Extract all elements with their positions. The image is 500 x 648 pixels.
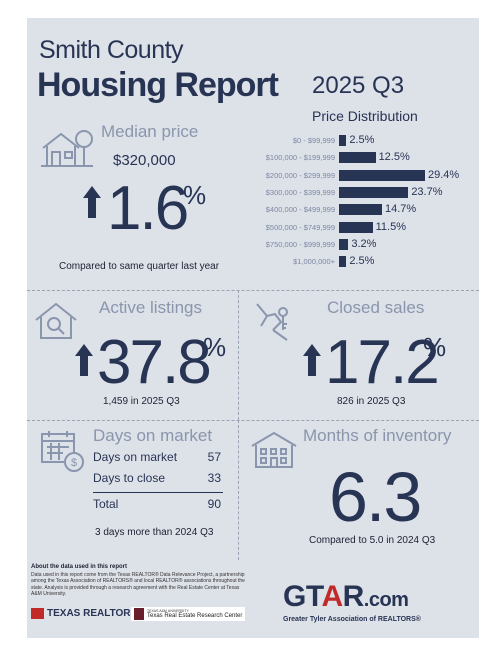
svg-text:$: $ xyxy=(71,457,77,469)
days-on-market-title: Days on market xyxy=(93,426,213,445)
closed-change-number: 17.2 xyxy=(325,328,440,397)
price-bar xyxy=(339,169,425,181)
price-bar-value: 11.5% xyxy=(375,220,406,233)
median-change-number: 1.6 xyxy=(107,174,189,243)
gtar-a: A xyxy=(321,580,343,613)
median-up-arrow-icon xyxy=(83,186,101,218)
gtar-com: .com xyxy=(363,589,409,611)
active-listings-title: Active listings xyxy=(99,298,202,317)
divider-horizontal-2 xyxy=(27,420,479,421)
price-bar-value: 2.5% xyxy=(349,134,375,146)
price-bar-value: 14.7% xyxy=(385,203,417,216)
dom-row-value-1: 57 xyxy=(207,450,221,464)
price-bar-value: 2.5% xyxy=(349,255,375,268)
title-county: Smith County xyxy=(39,36,184,64)
texas-realtors-mark-icon xyxy=(31,608,44,619)
report-quarter: 2025 Q3 xyxy=(312,72,405,99)
title-report: Housing Report xyxy=(37,66,279,104)
dom-row-value-2: 33 xyxy=(207,471,221,485)
price-bar xyxy=(339,221,373,233)
price-range-label: $300,000 - $399,999 xyxy=(265,187,335,197)
building-icon xyxy=(251,431,297,468)
price-distribution-title: Price Distribution xyxy=(312,108,418,124)
divider-vertical-1 xyxy=(238,290,239,420)
price-range-label: $0 - $99,999 xyxy=(292,136,335,145)
price-range-label: $1,000,000+ xyxy=(293,257,335,267)
price-range-label: $750,000 - $999,999 xyxy=(265,239,335,249)
closed-sales-title: Closed sales xyxy=(327,298,425,317)
price-bar xyxy=(339,152,376,164)
active-caption: 1,459 in 2025 Q3 xyxy=(103,396,180,407)
median-price-title: Median price xyxy=(101,122,199,141)
report-card: Smith County Housing Report 2025 Q3 Pric… xyxy=(27,18,479,638)
texas-realtors-logo: TEXAS REALTORS xyxy=(31,608,137,619)
house-search-icon xyxy=(35,302,77,339)
dom-row-label-1: Days on market xyxy=(93,450,178,464)
dom-total-rule xyxy=(93,492,223,493)
gtar-r: R xyxy=(342,580,365,613)
median-price-value: $320,000 xyxy=(113,152,176,169)
closed-caption: 826 in 2025 Q3 xyxy=(337,396,406,407)
median-change-unit: % xyxy=(183,180,207,210)
about-text: Data used in this report come from the T… xyxy=(31,572,245,597)
texas-realtors-wordmark: TEXAS REALTORS xyxy=(47,608,138,619)
tamu-logo: TEXAS A&M UNIVERSITY Texas Real Estate R… xyxy=(131,607,246,621)
active-change-unit: % xyxy=(203,332,227,362)
house-tree-icon xyxy=(41,130,93,167)
price-bar xyxy=(339,238,349,250)
price-bar xyxy=(339,256,347,268)
months-inventory-caption: Compared to 5.0 in 2024 Q3 xyxy=(309,535,436,546)
median-caption: Compared to same quarter last year xyxy=(59,261,220,272)
price-bar-value: 29.4% xyxy=(428,168,460,181)
price-range-label: $100,000 - $199,999 xyxy=(265,153,335,163)
price-bar xyxy=(339,186,409,198)
price-bar xyxy=(339,204,382,216)
price-range-label: $500,000 - $749,999 xyxy=(265,222,335,232)
tamu-center: Texas Real Estate Research Center xyxy=(147,613,243,619)
price-bar-value: 12.5% xyxy=(378,151,410,164)
active-change-number: 37.8 xyxy=(97,328,212,397)
dom-caption: 3 days more than 2024 Q3 xyxy=(95,527,214,538)
price-bar-value: 23.7% xyxy=(411,185,443,198)
active-up-arrow-icon xyxy=(75,344,93,376)
about-heading: About the data used in this report xyxy=(31,564,128,570)
tamu-mark-icon xyxy=(134,608,144,620)
price-range-label: $200,000 - $299,999 xyxy=(265,170,335,180)
dom-total-label: Total xyxy=(93,497,119,511)
gtar-subtitle: Greater Tyler Association of REALTORS® xyxy=(283,616,421,623)
price-bar xyxy=(339,135,347,146)
gtar-logo: GTAR.com xyxy=(283,580,409,614)
dom-total-value: 90 xyxy=(207,497,221,511)
price-bar-value: 3.2% xyxy=(351,237,377,250)
dom-row-label-2: Days to close xyxy=(93,471,166,485)
divider-vertical-2 xyxy=(238,420,239,560)
tamu-university: TEXAS A&M UNIVERSITY xyxy=(147,609,189,613)
price-range-label: $400,000 - $499,999 xyxy=(265,205,335,215)
gtar-gt: GT xyxy=(283,580,322,613)
months-inventory-value: 6.3 xyxy=(329,458,422,536)
hand-key-icon xyxy=(256,303,288,341)
months-inventory-title: Months of inventory xyxy=(303,426,452,445)
calendar-money-icon: $ xyxy=(41,431,84,472)
closed-change-unit: % xyxy=(423,332,447,362)
divider-horizontal-1 xyxy=(27,290,479,291)
closed-up-arrow-icon xyxy=(303,344,321,376)
